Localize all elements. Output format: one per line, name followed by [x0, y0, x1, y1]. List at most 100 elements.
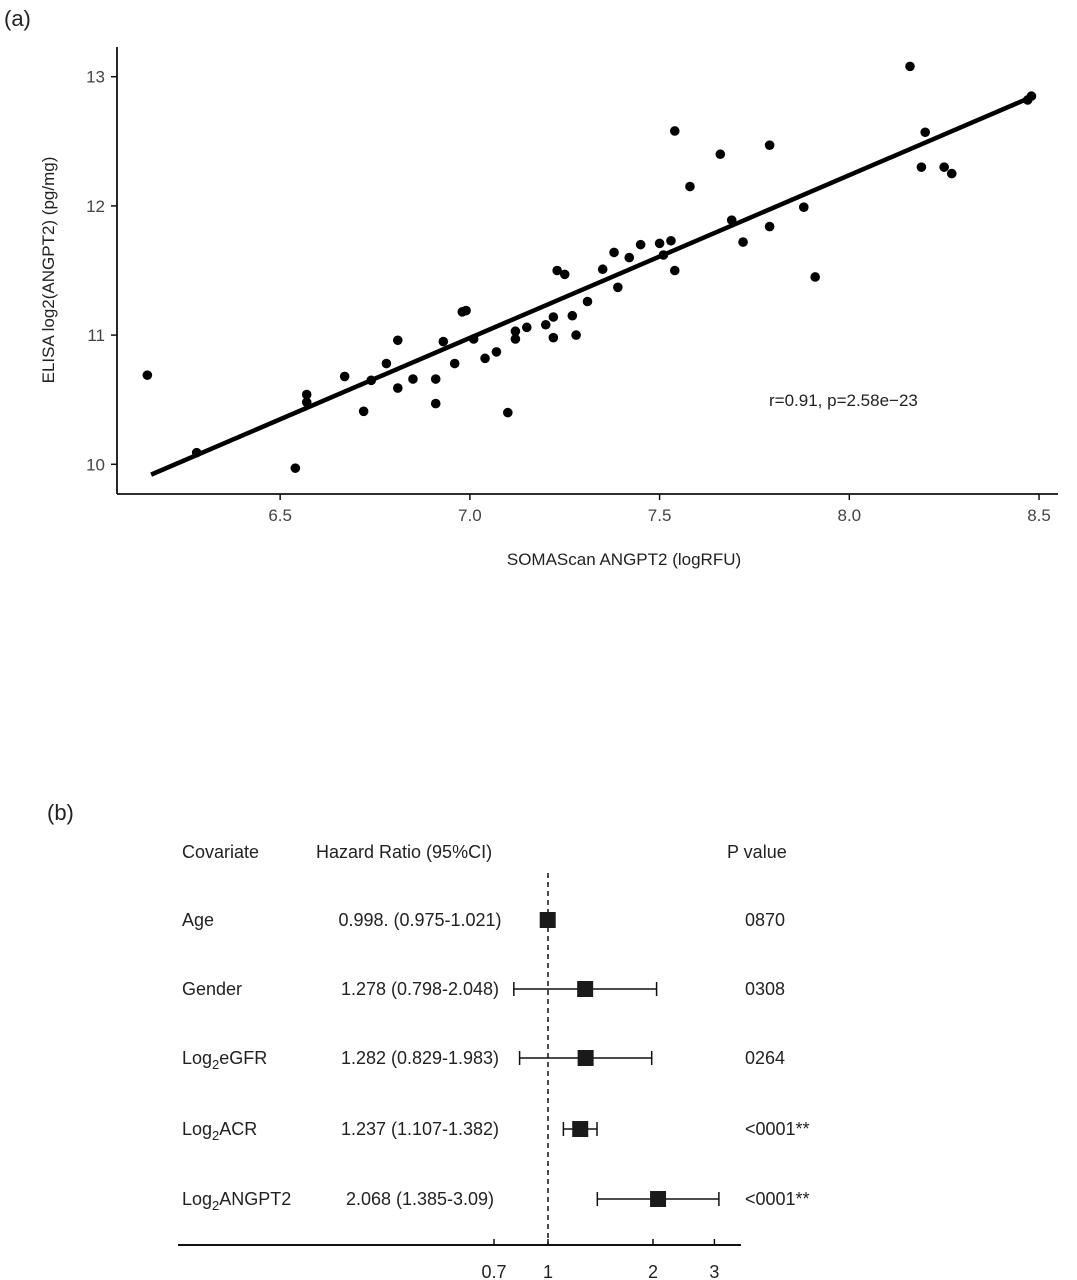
hazard-ratio-text: 0.998. (0.975-1.021): [338, 910, 501, 930]
panel-b-label: (b): [47, 800, 74, 825]
data-point: [798, 202, 809, 212]
data-point: [430, 398, 441, 409]
y-tick-label: 10: [86, 455, 105, 474]
p-value-text: <0001**: [745, 1189, 810, 1209]
data-point: [658, 250, 669, 260]
data-point: [548, 312, 559, 322]
forest-row: Log2eGFR 1.282 (0.829-1.983) 0264: [182, 1048, 785, 1072]
data-point: [366, 375, 377, 386]
y-tick-label: 12: [86, 197, 105, 216]
forest-rows: Age 0.998. (0.975-1.021) 0870 Gender 1.278 (…: [182, 910, 810, 1213]
covariate-label: Log2ANGPT2: [182, 1189, 291, 1213]
covariate-label: Age: [182, 910, 214, 930]
x-tick-label: 7.0: [458, 506, 482, 525]
data-point: [438, 336, 449, 347]
data-point: [609, 247, 619, 258]
data-point: [142, 370, 153, 380]
data-point: [392, 383, 403, 393]
scatter-points: [142, 61, 1037, 473]
data-point: [764, 140, 775, 150]
data-point: [510, 334, 521, 344]
data-point: [392, 335, 403, 346]
forest-tick-label: 0.7: [481, 1262, 506, 1280]
x-tick-label: 8.5: [1027, 506, 1051, 525]
data-point: [521, 322, 532, 333]
data-point: [290, 463, 301, 473]
data-point: [358, 406, 369, 417]
data-point: [468, 334, 479, 344]
y-tick-label: 13: [86, 68, 105, 87]
header-p-value: P value: [727, 842, 787, 862]
data-point: [715, 149, 726, 160]
data-point: [540, 319, 551, 330]
forest-row: Gender 1.278 (0.798-2.048) 0308: [182, 979, 785, 999]
hazard-ratio-marker: [572, 1121, 589, 1137]
forest-row: Log2ANGPT2 2.068 (1.385-3.09) <0001**: [182, 1189, 810, 1213]
data-point: [654, 238, 665, 249]
x-ticks: 6.5 7.0 7.5 8.0 8.5: [268, 494, 1051, 525]
x-axis-label: SOMAScan ANGPT2 (logRFU): [507, 550, 741, 569]
data-point: [624, 252, 635, 263]
data-point: [191, 447, 202, 458]
data-point: [920, 127, 930, 138]
data-point: [738, 237, 748, 247]
x-tick-label: 8.0: [837, 506, 861, 525]
x-tick-label: 6.5: [268, 506, 292, 525]
hazard-ratio-text: 2.068 (1.385-3.09): [346, 1189, 494, 1209]
y-axis-label: ELISA log2(ANGPT2) (pg/mg): [39, 157, 58, 384]
p-value-text: 0264: [745, 1048, 785, 1068]
p-value-text: 0308: [745, 979, 785, 999]
header-hazard-ratio: Hazard Ratio (95%CI): [316, 842, 492, 862]
data-point: [764, 221, 775, 232]
header-covariate: Covariate: [182, 842, 259, 862]
data-point: [461, 305, 471, 316]
forest-x-ticks: 0.7 1 2 3: [481, 1239, 719, 1280]
forest-tick-label: 3: [709, 1262, 719, 1280]
data-point: [408, 374, 418, 384]
scatter-axes: [116, 47, 1058, 495]
data-point: [567, 310, 578, 321]
correlation-annotation: r=0.91, p=2.58e−23: [769, 391, 918, 410]
y-ticks: 10 11 12 13: [86, 68, 117, 474]
data-point: [480, 353, 490, 364]
forest-tick-label: 1: [543, 1262, 553, 1280]
data-point: [510, 326, 521, 337]
data-point: [301, 389, 312, 400]
data-point: [916, 162, 927, 172]
hazard-ratio-text: 1.237 (1.107-1.382): [341, 1119, 499, 1139]
data-point: [1026, 91, 1037, 101]
x-tick-label: 7.5: [648, 506, 672, 525]
data-point: [666, 235, 676, 246]
panel-a-label: (a): [4, 6, 31, 31]
fit-line-group: [150, 96, 1029, 477]
covariate-label: Log2eGFR: [182, 1048, 267, 1072]
data-point: [635, 239, 646, 250]
hazard-ratio-marker: [539, 912, 556, 928]
p-value-text: <0001**: [745, 1119, 810, 1139]
data-point: [301, 397, 312, 408]
data-point: [548, 332, 559, 343]
data-point: [552, 265, 562, 276]
data-point: [613, 282, 623, 293]
data-point: [685, 181, 695, 192]
data-point: [449, 358, 460, 369]
data-point: [381, 358, 392, 369]
data-point: [430, 374, 441, 384]
data-point: [946, 168, 957, 179]
hazard-ratio-marker: [650, 1191, 667, 1207]
forest-tick-label: 2: [648, 1262, 658, 1280]
forest-row: Log2ACR 1.237 (1.107-1.382) <0001**: [182, 1119, 810, 1143]
data-point: [597, 264, 608, 275]
regression-line: [150, 96, 1029, 477]
data-point: [810, 272, 820, 282]
data-point: [339, 371, 350, 382]
covariate-label: Log2ACR: [182, 1119, 257, 1143]
data-point: [669, 126, 680, 136]
hazard-ratio-text: 1.282 (0.829-1.983): [341, 1048, 499, 1068]
data-point: [669, 265, 680, 276]
covariate-label: Gender: [182, 979, 242, 999]
y-tick-label: 11: [87, 326, 105, 345]
data-point: [503, 407, 513, 418]
data-point: [582, 296, 593, 307]
